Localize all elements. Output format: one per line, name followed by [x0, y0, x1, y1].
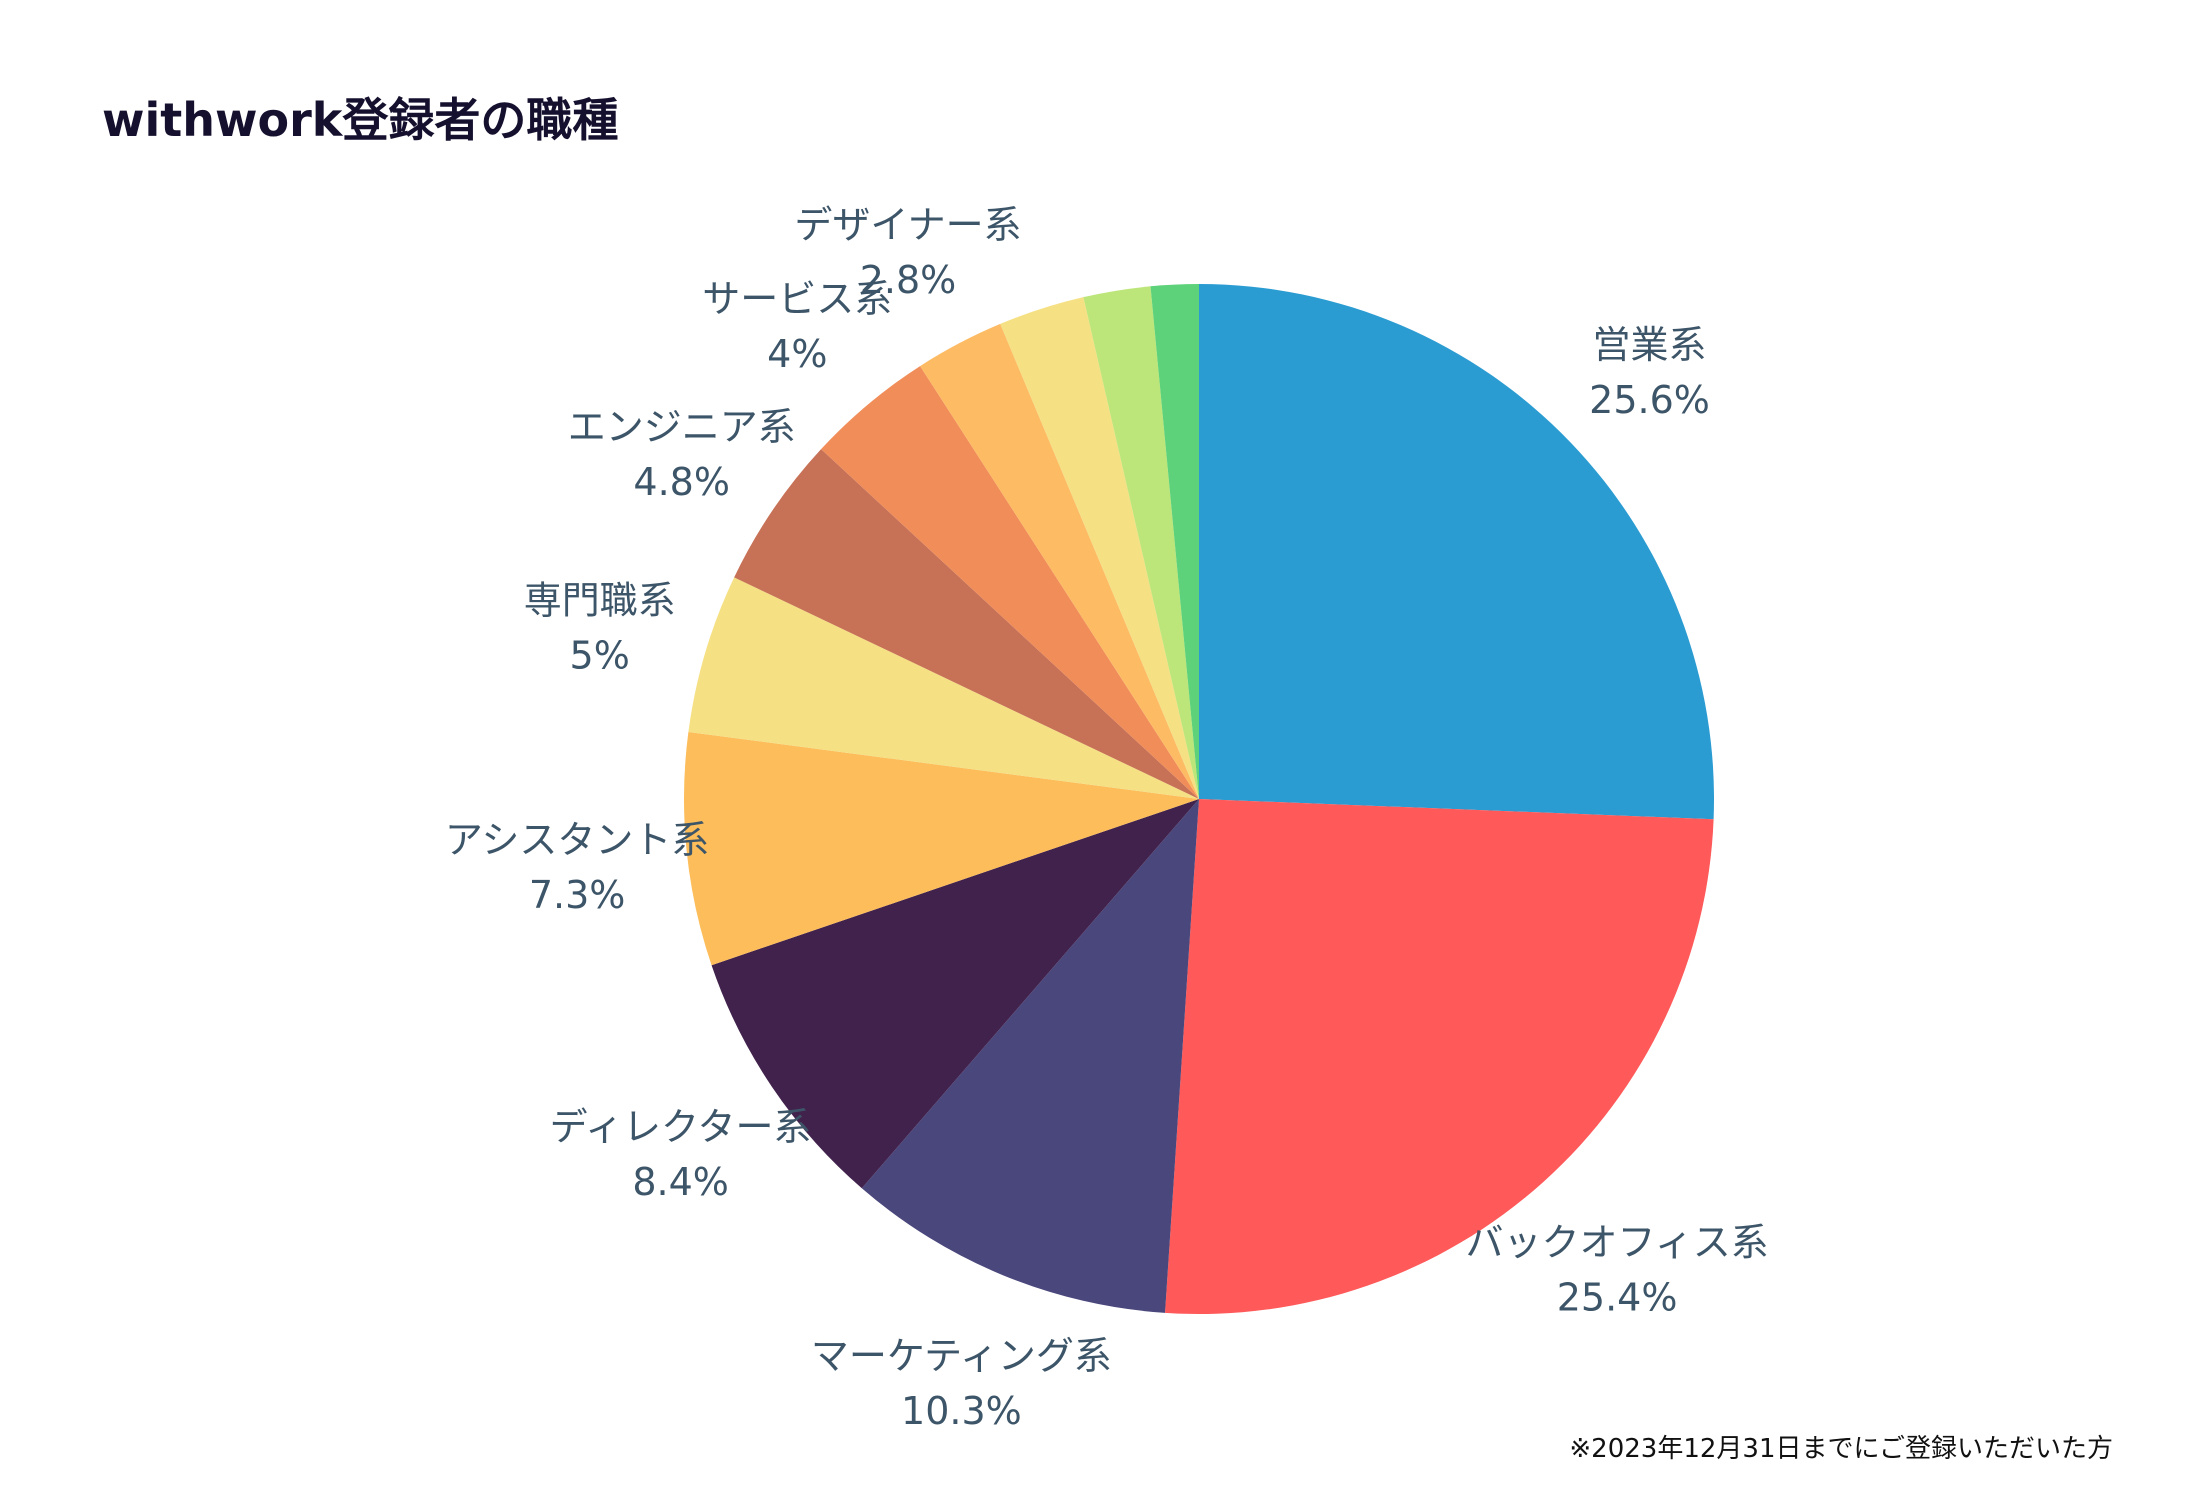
- pie-slice-1: [1199, 284, 1714, 820]
- slice-label-9: デザイナー系: [794, 203, 1021, 247]
- slice-label-3: マーケティング系: [811, 1334, 1112, 1378]
- slice-label-4: ディレクター系: [550, 1105, 812, 1149]
- slice-value-1: 25.6%: [1589, 378, 1710, 422]
- pie-slice-4: [711, 799, 1199, 1189]
- pie-slice-12: [1150, 284, 1199, 799]
- slice-value-4: 8.4%: [632, 1160, 729, 1204]
- pie-slice-5: [684, 731, 1199, 966]
- pie-slice-2: [1165, 799, 1714, 1315]
- pie-slice-7: [734, 449, 1199, 799]
- slice-label-1: 営業系: [1592, 323, 1706, 367]
- slice-value-9: 2.8%: [860, 258, 957, 302]
- slice-label-7: エンジニア系: [568, 405, 796, 449]
- slice-value-8: 4%: [767, 332, 827, 376]
- slice-value-2: 25.4%: [1557, 1276, 1678, 1320]
- pie-slices: [684, 284, 1714, 1315]
- pie-slice-9: [920, 323, 1199, 799]
- slice-value-3: 10.3%: [901, 1389, 1022, 1433]
- pie-slice-10: [1000, 297, 1199, 799]
- footnote: ※2023年12月31日までにご登録いただいた方: [1569, 1434, 2113, 1464]
- pie-labels: 営業系 25.6% バックオフィス系 25.4% マーケティング系 10.3% ディレクター…: [445, 203, 1769, 1433]
- pie-slice-3: [861, 799, 1199, 1313]
- pie-slice-6: [688, 577, 1199, 799]
- pie-slice-11: [1083, 286, 1199, 799]
- slice-value-5: 7.3%: [529, 873, 626, 917]
- slice-value-6: 5%: [570, 634, 630, 678]
- slice-label-8: サービス系: [702, 277, 892, 321]
- pie-slice-8: [821, 366, 1199, 799]
- slice-value-7: 4.8%: [633, 460, 730, 504]
- slice-label-6: 専門職系: [524, 579, 676, 623]
- slice-label-5: アシスタント系: [445, 818, 709, 862]
- slice-label-2: バックオフィス系: [1465, 1221, 1768, 1265]
- chart-title: withwork登録者の職種: [102, 93, 619, 147]
